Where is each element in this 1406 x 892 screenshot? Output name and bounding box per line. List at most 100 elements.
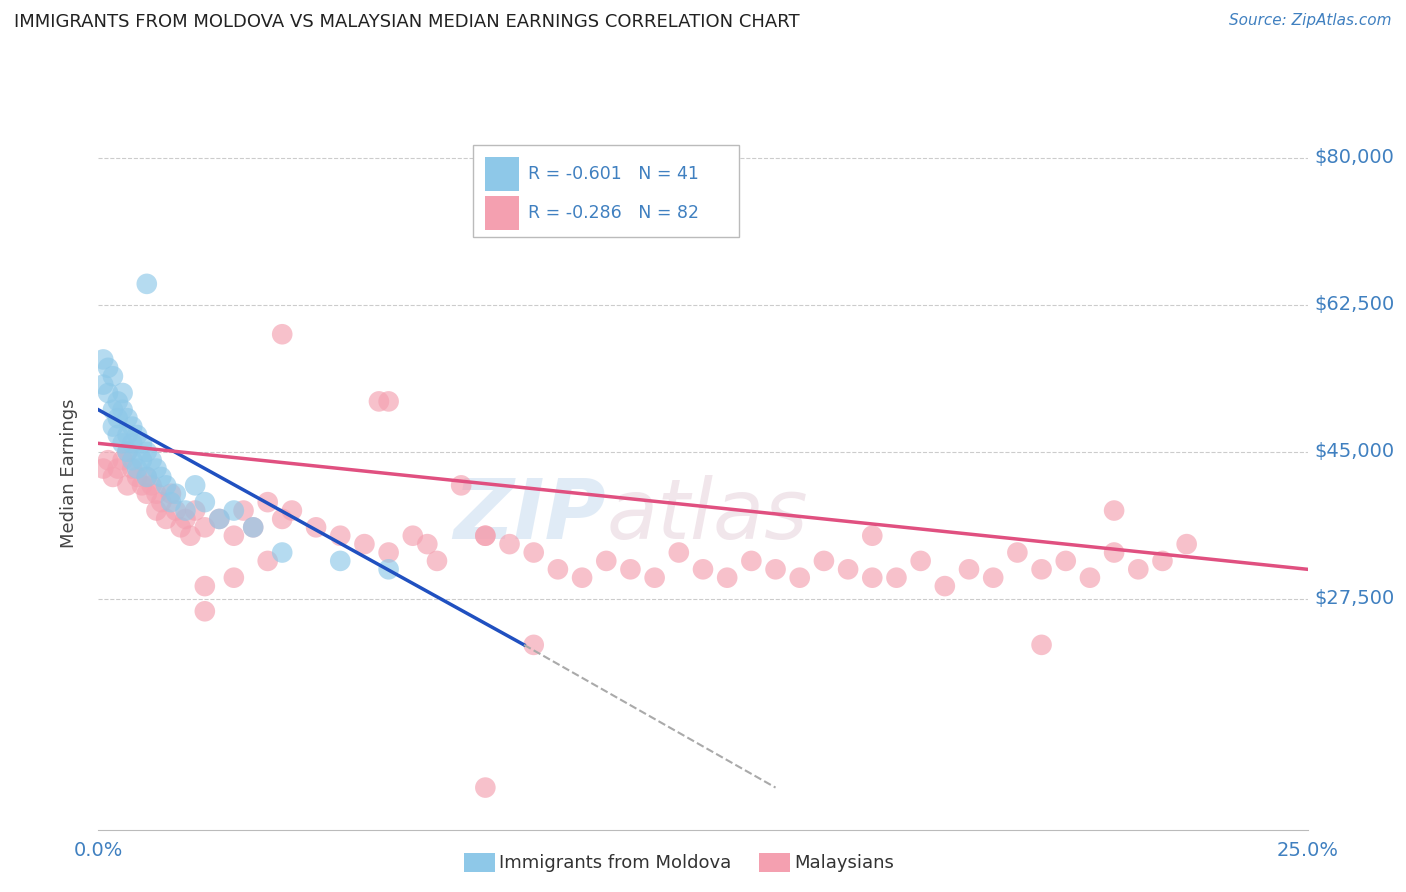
Point — [1054, 554, 1077, 568]
Point — [619, 562, 641, 576]
Point — [150, 495, 173, 509]
Point — [184, 503, 207, 517]
Text: $27,500: $27,500 — [1315, 590, 1395, 608]
Point — [145, 503, 167, 517]
Point — [174, 503, 197, 517]
Point — [91, 377, 114, 392]
Text: ZIP: ZIP — [454, 475, 606, 556]
Point — [222, 571, 245, 585]
Point — [117, 411, 139, 425]
Point — [813, 554, 835, 568]
Point — [117, 444, 139, 458]
Point — [155, 478, 177, 492]
Point — [450, 478, 472, 492]
Point — [271, 512, 294, 526]
Point — [377, 394, 399, 409]
Text: IMMIGRANTS FROM MOLDOVA VS MALAYSIAN MEDIAN EARNINGS CORRELATION CHART: IMMIGRANTS FROM MOLDOVA VS MALAYSIAN MED… — [14, 13, 800, 31]
Point — [208, 512, 231, 526]
FancyBboxPatch shape — [485, 196, 519, 230]
Point — [377, 562, 399, 576]
Point — [121, 453, 143, 467]
Point — [1175, 537, 1198, 551]
Point — [131, 436, 153, 450]
Text: $62,500: $62,500 — [1315, 295, 1395, 314]
Point — [145, 461, 167, 475]
Point — [232, 503, 254, 517]
Point — [474, 529, 496, 543]
Point — [692, 562, 714, 576]
Point — [127, 428, 149, 442]
Point — [1102, 545, 1125, 559]
Point — [107, 394, 129, 409]
Point — [242, 520, 264, 534]
Point — [426, 554, 449, 568]
Text: Malaysians: Malaysians — [794, 854, 894, 871]
Point — [353, 537, 375, 551]
Text: atlas: atlas — [606, 475, 808, 556]
Text: R = -0.286   N = 82: R = -0.286 N = 82 — [527, 204, 699, 222]
Point — [194, 579, 217, 593]
Point — [121, 461, 143, 475]
Point — [107, 461, 129, 475]
Point — [111, 386, 134, 401]
Point — [716, 571, 738, 585]
Point — [329, 529, 352, 543]
Point — [208, 512, 231, 526]
Point — [860, 529, 883, 543]
Point — [281, 503, 304, 517]
Point — [97, 453, 120, 467]
Point — [150, 470, 173, 484]
Point — [169, 520, 191, 534]
Point — [668, 545, 690, 559]
Point — [107, 428, 129, 442]
Text: $45,000: $45,000 — [1315, 442, 1395, 461]
Point — [101, 470, 124, 484]
Point — [111, 453, 134, 467]
Point — [141, 478, 163, 492]
Point — [141, 453, 163, 467]
Point — [155, 512, 177, 526]
Text: Immigrants from Moldova: Immigrants from Moldova — [499, 854, 731, 871]
Point — [910, 554, 932, 568]
Point — [97, 386, 120, 401]
Point — [179, 529, 201, 543]
Point — [107, 411, 129, 425]
Text: Source: ZipAtlas.com: Source: ZipAtlas.com — [1229, 13, 1392, 29]
Point — [1078, 571, 1101, 585]
FancyBboxPatch shape — [485, 157, 519, 191]
Point — [571, 571, 593, 585]
Point — [256, 495, 278, 509]
Point — [135, 487, 157, 501]
Point — [111, 436, 134, 450]
Point — [91, 352, 114, 367]
Point — [127, 461, 149, 475]
Point — [194, 520, 217, 534]
Point — [184, 478, 207, 492]
Point — [1102, 503, 1125, 517]
Point — [145, 487, 167, 501]
Point — [135, 444, 157, 458]
Point — [97, 360, 120, 375]
Point — [101, 369, 124, 384]
Point — [474, 780, 496, 795]
Point — [194, 495, 217, 509]
Point — [1031, 638, 1053, 652]
Text: $80,000: $80,000 — [1315, 148, 1395, 168]
Point — [91, 461, 114, 475]
Point — [329, 554, 352, 568]
Point — [135, 470, 157, 484]
Point — [121, 436, 143, 450]
Point — [101, 419, 124, 434]
Point — [194, 604, 217, 618]
Point — [101, 402, 124, 417]
Point — [1031, 562, 1053, 576]
Point — [271, 545, 294, 559]
Point — [117, 444, 139, 458]
Point — [1152, 554, 1174, 568]
Point — [117, 428, 139, 442]
Point — [934, 579, 956, 593]
Point — [242, 520, 264, 534]
Point — [135, 277, 157, 291]
Y-axis label: Median Earnings: Median Earnings — [59, 398, 77, 548]
Point — [765, 562, 787, 576]
